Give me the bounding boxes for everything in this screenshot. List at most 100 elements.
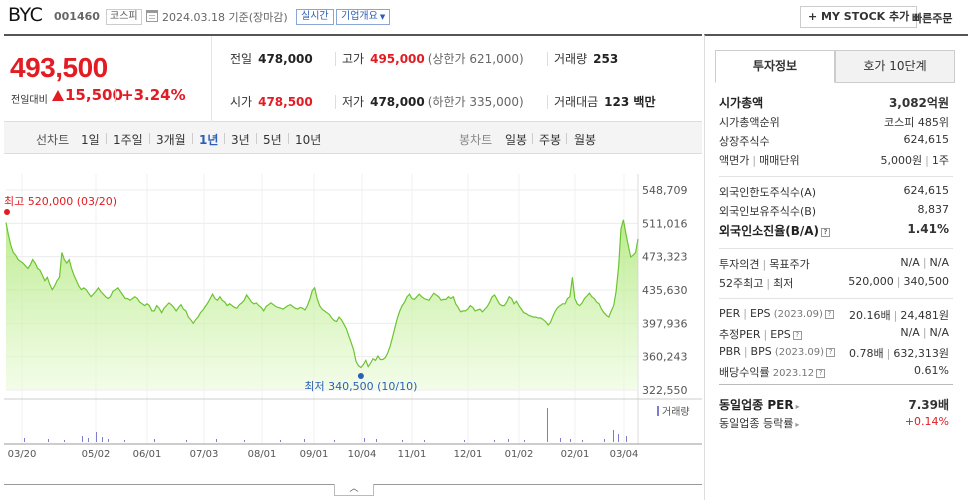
- y-tick-label: 397,936: [642, 317, 688, 330]
- tab-5-years[interactable]: 5년: [263, 133, 282, 147]
- stock-header: BYC 001460 코스피 2024.03.18 기준(장마감) 실시간 기업…: [0, 0, 968, 34]
- info-label-text: EPS: [749, 307, 771, 320]
- info-label-text: 동일업종 등락률: [719, 417, 794, 430]
- calendar-icon: [146, 10, 158, 22]
- info-period: (2023.09): [770, 309, 823, 320]
- help-icon[interactable]: ?: [826, 348, 836, 357]
- info-label-text: 외국인소진율(B/A): [719, 224, 820, 238]
- tab-order-book[interactable]: 호가 10단계: [835, 50, 955, 83]
- tab-monthly-candle[interactable]: 월봉: [574, 133, 597, 147]
- stat-label: 고가: [342, 52, 365, 66]
- price-area: [5, 219, 639, 390]
- info-row: 상장주식수 624,615: [719, 133, 949, 151]
- divider: [719, 384, 953, 385]
- info-value-text: N/A: [900, 326, 920, 339]
- info-value-text: N/A: [929, 326, 949, 339]
- stat-amount: 거래대금 123 백만: [554, 93, 655, 110]
- x-tick-label: 11/01: [398, 449, 427, 460]
- volume-bar: [570, 439, 571, 442]
- help-icon[interactable]: ?: [792, 331, 802, 340]
- help-icon[interactable]: ?: [821, 228, 831, 237]
- info-row: 추정PER | EPS? N/A | N/A: [719, 326, 949, 344]
- stat-low: 저가 478,000 (하한가 335,000): [342, 93, 524, 110]
- info-label: 시가총액순위: [719, 114, 780, 130]
- info-value-text: 1주: [931, 154, 949, 167]
- volume-bar: [304, 439, 305, 442]
- x-tick-label: 12/01: [454, 449, 483, 460]
- tab-weekly-candle[interactable]: 주봉: [539, 133, 562, 147]
- info-label: PER | EPS (2023.09)?: [719, 307, 834, 320]
- info-value-text: 코스피 485위: [884, 116, 949, 129]
- stat-value: 123 백만: [604, 95, 656, 109]
- info-row: 52주최고 | 최저 520,000 | 340,500: [719, 275, 949, 293]
- info-label-text: 추정PER: [719, 328, 761, 341]
- help-icon[interactable]: ?: [816, 369, 826, 378]
- info-value-text: 7.39배: [908, 398, 949, 412]
- info-value: 20.16배 | 24,481원: [849, 307, 949, 323]
- stock-name: BYC: [8, 4, 43, 26]
- info-value-text: 3,082억원: [888, 96, 949, 110]
- separator: |: [743, 307, 747, 320]
- info-value: N/A | N/A: [900, 256, 949, 269]
- price-chart[interactable]: 548,709 511,016 473,323 435,630 397,936 360,2…: [4, 154, 702, 484]
- divider: [224, 133, 225, 144]
- panel-tabs: 투자정보 호가 10단계: [715, 50, 955, 83]
- volume-bar: [464, 440, 465, 442]
- info-label: 동일업종 등락률 ▸: [719, 415, 799, 431]
- add-my-stock-button[interactable]: + MY STOCK 추가: [800, 6, 918, 28]
- up-triangle-icon: [52, 90, 64, 101]
- volume-bar: [82, 436, 83, 442]
- y-axis: 548,709 511,016 473,323 435,630 397,936 360,2…: [642, 184, 688, 397]
- y-tick-label: 360,243: [642, 351, 688, 364]
- separator: |: [752, 154, 757, 167]
- low-point-marker: [357, 373, 364, 379]
- info-value: 5,000원 | 1주: [881, 152, 949, 168]
- tab-3-months[interactable]: 3개월: [156, 133, 186, 147]
- reference-date: 2024.03.18 기준(장마감): [162, 11, 288, 24]
- quick-order-link[interactable]: 빠른주문: [912, 12, 953, 25]
- tab-10-years[interactable]: 10년: [295, 133, 322, 147]
- volume-bar: [604, 439, 605, 442]
- company-overview-label: 기업개요: [341, 11, 378, 22]
- x-axis: 03/20 05/02 06/01 07/03 08/01 09/01 10/04 11/01…: [8, 449, 639, 460]
- tab-1-week[interactable]: 1주일: [113, 133, 143, 147]
- help-icon[interactable]: ?: [824, 310, 834, 319]
- line-chart-heading: 선차트: [36, 133, 70, 147]
- stat-label: 시가: [230, 95, 253, 109]
- stat-open: 시가 478,500: [230, 93, 313, 110]
- company-overview-dropdown[interactable]: 기업개요 ▼: [336, 9, 391, 25]
- divider: [149, 133, 150, 144]
- volume-bar: [24, 438, 25, 442]
- add-my-stock-label: MY STOCK 추가: [821, 10, 910, 23]
- info-value-text: 0.78배: [849, 347, 884, 360]
- volume-bar: [244, 440, 245, 442]
- separator: |: [922, 326, 927, 339]
- stat-value: 478,000: [258, 52, 313, 66]
- info-label: 상장주식수: [719, 133, 770, 149]
- x-tick-label: 02/01: [561, 449, 590, 460]
- stat-label: 전일: [230, 52, 253, 66]
- stat-sub: (하한가 335,000): [427, 95, 524, 109]
- tab-daily-candle[interactable]: 일봉: [505, 133, 528, 147]
- tab-investment-info[interactable]: 투자정보: [715, 50, 835, 83]
- high-point-marker: [4, 209, 10, 215]
- tab-1-day[interactable]: 1일: [81, 133, 100, 147]
- y-tick-label: 322,550: [642, 384, 688, 397]
- info-label-text: 목표주가: [769, 258, 810, 271]
- volume-bar: [64, 440, 65, 442]
- volume-bar: [560, 438, 561, 442]
- volume-bar: [524, 440, 525, 442]
- collapse-chart-button[interactable]: ︿: [334, 484, 374, 496]
- chart-annotations: 최고 520,000 (03/20) 최저 340,500 (10/10): [4, 195, 417, 393]
- volume-bar: [124, 440, 125, 442]
- realtime-button[interactable]: 실시간: [296, 9, 334, 25]
- divider: [532, 133, 533, 144]
- separator: |: [893, 309, 898, 322]
- info-label-text: EPS: [770, 328, 791, 341]
- tab-3-years[interactable]: 3년: [231, 133, 250, 147]
- market-badge: 코스피: [106, 9, 142, 25]
- volume-bar: [376, 439, 377, 442]
- x-tick-label: 03/20: [8, 449, 37, 460]
- tab-1-year[interactable]: 1년: [199, 133, 219, 147]
- volume-chart: 거래량: [24, 406, 690, 442]
